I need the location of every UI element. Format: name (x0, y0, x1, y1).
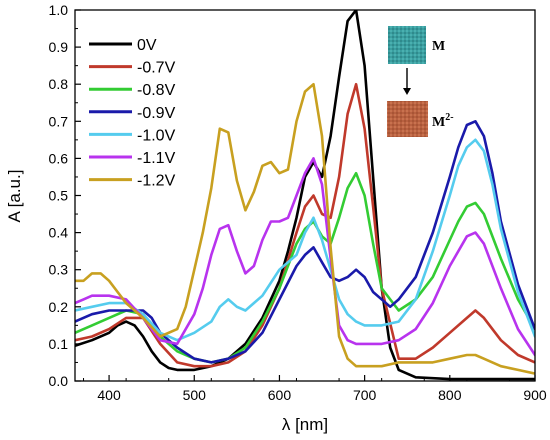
legend-label-6: -1.2V (137, 173, 176, 190)
legend-label-5: -1.1V (137, 150, 176, 167)
legend-label-2: -0.8V (137, 82, 176, 99)
series-line-0 (75, 10, 535, 381)
y-tick-label: 0.0 (49, 373, 69, 389)
series-line-5 (75, 157, 535, 357)
y-tick-label: 0.7 (49, 113, 69, 129)
y-tick-label: 0.3 (49, 262, 69, 278)
inset-swatch-m (388, 26, 426, 64)
y-tick-label: 0.8 (49, 76, 69, 92)
x-tick-label: 700 (353, 387, 377, 403)
x-tick-label: 900 (523, 387, 547, 403)
x-tick-label: 400 (97, 387, 121, 403)
y-tick-label: 0.6 (49, 150, 69, 166)
x-axis: 400 500 600 700 800 900 (83, 375, 547, 403)
y-tick-label: 0.4 (49, 225, 69, 241)
series-line-4 (75, 138, 535, 342)
inset-label-m: M (432, 39, 445, 54)
y-axis: 0.0 0.1 0.2 0.3 0.4 0.5 0.6 0.7 0.8 0.9 1.0 (49, 2, 81, 389)
legend-label-0: 0V (137, 37, 157, 54)
series-line-6 (75, 82, 535, 375)
y-axis-label: A [a.u.] (5, 170, 24, 223)
legend-label-4: -1.0V (137, 127, 176, 144)
series-line-2 (75, 171, 535, 364)
inset-panel: M M2- (387, 26, 454, 137)
x-tick-label: 600 (268, 387, 292, 403)
y-tick-label: 0.1 (49, 336, 69, 352)
inset-label-m2: M2- (432, 112, 454, 130)
x-axis-label: λ [nm] (282, 415, 328, 434)
series-layer (75, 10, 535, 381)
down-arrow-icon (403, 68, 411, 95)
y-tick-label: 0.9 (49, 39, 69, 55)
y-tick-label: 0.2 (49, 299, 69, 315)
legend-label-1: -0.7V (137, 60, 176, 77)
y-tick-label: 0.5 (49, 188, 69, 204)
legend: 0V -0.7V -0.8V -0.9V -1.0V -1.1V -1.2V (89, 37, 176, 190)
x-tick-label: 500 (183, 387, 207, 403)
inset-swatch-m2 (387, 101, 428, 137)
x-tick-label: 800 (438, 387, 462, 403)
legend-label-3: -0.9V (137, 105, 176, 122)
y-tick-label: 1.0 (49, 2, 69, 18)
